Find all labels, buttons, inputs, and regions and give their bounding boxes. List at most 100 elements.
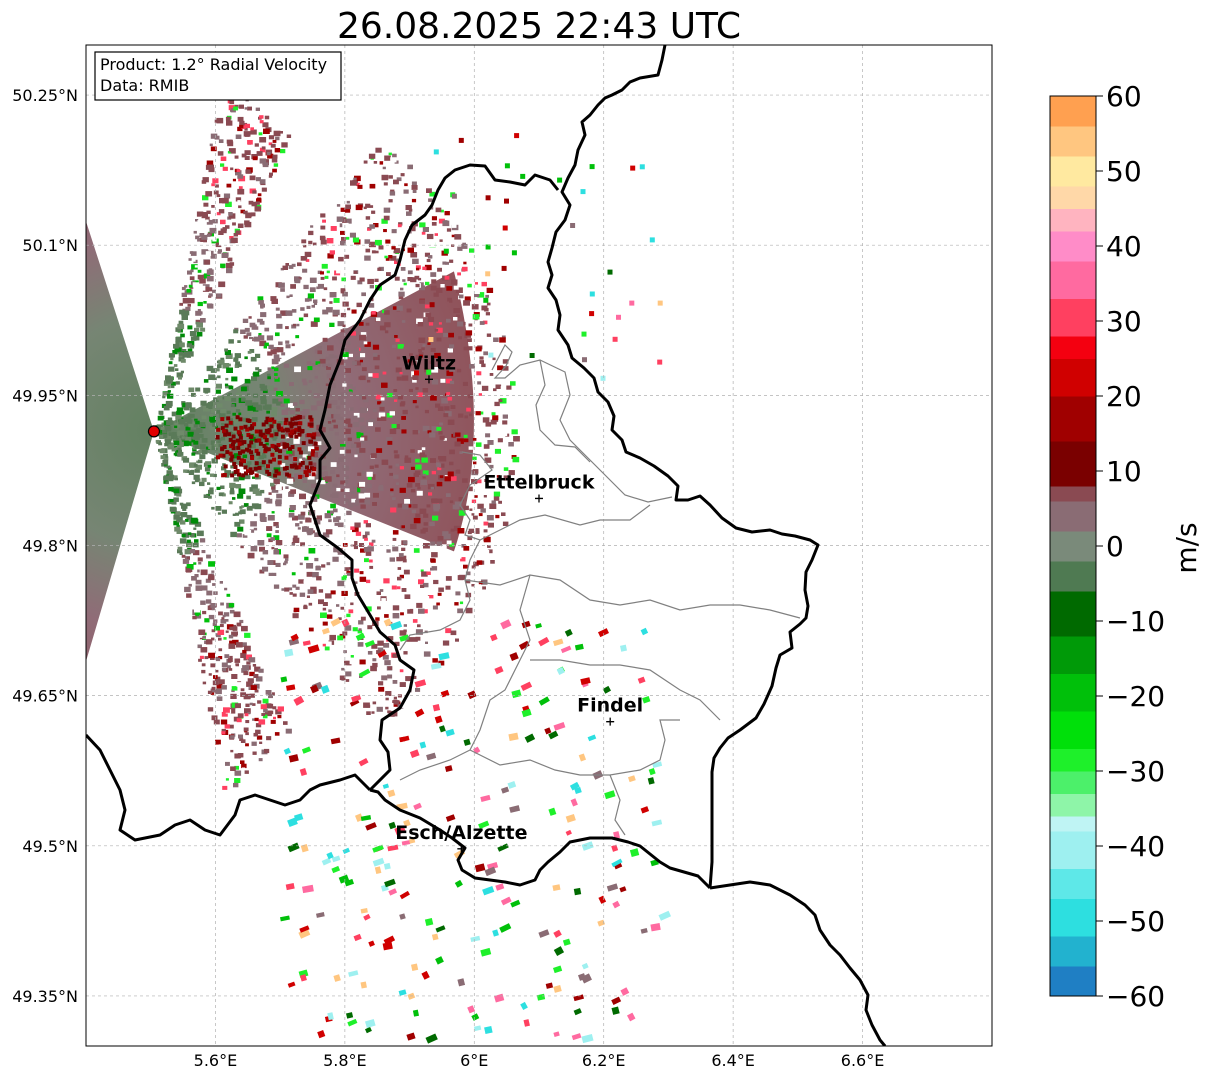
echo-gate bbox=[504, 198, 509, 204]
echo-gate bbox=[535, 623, 542, 629]
echo-gate bbox=[286, 684, 296, 691]
echo-gate bbox=[276, 323, 283, 329]
echo-gate bbox=[270, 482, 275, 487]
echo-gate bbox=[208, 293, 213, 297]
echo-gate bbox=[359, 334, 366, 341]
echo-gate bbox=[221, 617, 225, 620]
colorbar-segment bbox=[1050, 636, 1096, 674]
echo-gate bbox=[181, 311, 187, 316]
echo-gate bbox=[227, 363, 231, 367]
echo-gate bbox=[241, 763, 247, 769]
echo-gate bbox=[236, 709, 241, 714]
city-esch-alzette: Esch/Alzette bbox=[395, 822, 527, 853]
echo-gate bbox=[221, 668, 226, 672]
echo-gate bbox=[372, 408, 378, 413]
echo-gate bbox=[241, 473, 246, 478]
echo-gate bbox=[214, 445, 219, 448]
echo-gate bbox=[251, 484, 258, 490]
echo-gate bbox=[176, 529, 183, 534]
echo-gate bbox=[180, 358, 186, 363]
echo-gate bbox=[220, 426, 225, 431]
echo-gate bbox=[317, 270, 322, 274]
echo-gate bbox=[213, 425, 218, 430]
echo-gate bbox=[340, 329, 345, 333]
echo-gate bbox=[257, 438, 262, 443]
echo-gate bbox=[340, 480, 346, 485]
echo-gate bbox=[232, 626, 238, 630]
echo-gate bbox=[182, 402, 188, 408]
echo-gate bbox=[286, 134, 292, 138]
echo-gate bbox=[416, 318, 423, 324]
lat-tick-label: 50.25°N bbox=[12, 86, 78, 105]
echo-gate bbox=[193, 434, 200, 440]
echo-gate bbox=[201, 234, 208, 240]
echo-gate bbox=[346, 572, 351, 576]
echo-gate bbox=[205, 599, 212, 604]
echo-gate bbox=[281, 446, 288, 452]
echo-gate bbox=[283, 747, 291, 755]
echo-gate bbox=[354, 442, 361, 448]
echo-gate bbox=[356, 432, 364, 439]
echo-gate bbox=[225, 619, 229, 622]
echo-gate bbox=[431, 222, 437, 226]
echo-gate bbox=[378, 245, 384, 250]
echo-gate bbox=[398, 291, 405, 297]
echo-gate bbox=[413, 802, 422, 811]
echo-gate bbox=[255, 353, 261, 358]
echo-gate bbox=[226, 367, 233, 373]
echo-gate bbox=[452, 504, 459, 510]
echo-gate bbox=[243, 671, 249, 676]
echo-gate bbox=[509, 652, 519, 662]
echo-gate bbox=[274, 148, 281, 153]
echo-gate bbox=[270, 349, 277, 355]
echo-gate bbox=[223, 464, 228, 469]
echo-gate bbox=[399, 735, 410, 743]
echo-gate bbox=[259, 513, 266, 518]
echo-gate bbox=[197, 220, 201, 223]
echo-gate bbox=[556, 666, 565, 676]
echo-gate bbox=[180, 520, 186, 525]
echo-gate bbox=[429, 302, 435, 308]
echo-gate bbox=[333, 424, 338, 429]
echo-gate bbox=[229, 139, 233, 143]
echo-gate bbox=[235, 361, 240, 366]
echo-gate bbox=[412, 400, 417, 404]
echo-gate bbox=[450, 476, 457, 481]
echo-gate bbox=[299, 466, 307, 472]
echo-gate bbox=[198, 311, 203, 315]
echo-gate bbox=[195, 219, 199, 222]
echo-gate bbox=[230, 749, 234, 753]
echo-gate bbox=[502, 420, 508, 425]
echo-gate bbox=[202, 212, 208, 217]
echo-gate bbox=[333, 508, 338, 513]
colorbar-segment bbox=[1050, 358, 1096, 397]
echo-gate bbox=[350, 275, 356, 280]
echo-gate bbox=[435, 925, 446, 933]
echo-gate bbox=[350, 180, 357, 186]
echo-gate bbox=[303, 605, 308, 610]
echo-gate bbox=[384, 330, 389, 334]
echo-gate bbox=[242, 318, 249, 323]
echo-gate bbox=[481, 363, 486, 368]
echo-gate bbox=[419, 452, 425, 457]
echo-gate bbox=[354, 568, 360, 573]
echo-gate bbox=[359, 448, 366, 453]
echo-gate bbox=[445, 493, 451, 497]
echo-gate bbox=[261, 713, 265, 716]
echo-gate bbox=[179, 552, 183, 555]
echo-gate bbox=[276, 400, 283, 406]
echo-gate bbox=[262, 122, 269, 128]
echo-gate bbox=[225, 474, 230, 478]
echo-gate bbox=[212, 622, 217, 627]
echo-gate bbox=[206, 219, 213, 225]
echo-gate bbox=[357, 629, 363, 634]
echo-gate bbox=[303, 504, 308, 509]
echo-gate bbox=[258, 335, 265, 341]
echo-gate bbox=[220, 719, 228, 725]
echo-gate bbox=[428, 242, 436, 248]
echo-gate bbox=[381, 174, 389, 181]
echo-gate bbox=[499, 398, 507, 404]
echo-gate bbox=[503, 467, 509, 471]
echo-gate bbox=[380, 397, 385, 401]
echo-gate bbox=[369, 465, 374, 469]
